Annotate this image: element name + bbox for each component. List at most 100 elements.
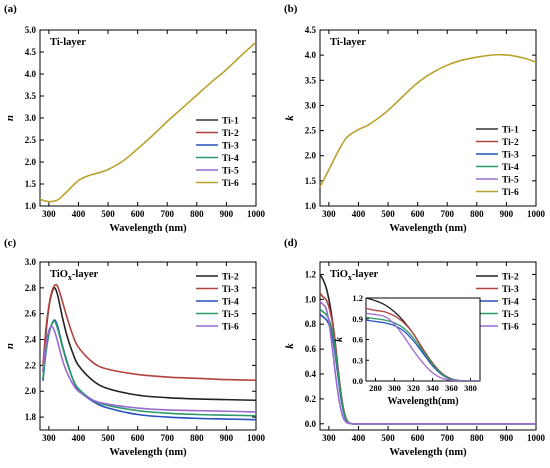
x-axis-label: Wavelength (nm): [109, 223, 187, 234]
y-tick-label: 2.5: [25, 135, 37, 145]
x-tick-label: 900: [220, 433, 234, 443]
inset-y-tick-label: 0.9: [352, 314, 363, 324]
legend-label: Ti-5: [502, 176, 519, 186]
y-tick-label: 2.0: [25, 386, 37, 396]
legend-label: Ti-5: [502, 310, 519, 320]
legend-label: Ti-5: [222, 167, 239, 177]
inset-x-axis-label: Wavelength(nm): [387, 396, 458, 407]
legend-label: Ti-3: [502, 151, 519, 161]
panel-title: Ti-layer: [330, 37, 366, 48]
y-axis-label: k: [284, 343, 296, 349]
x-tick-label: 1000: [527, 209, 546, 219]
legend-label: Ti-3: [222, 285, 239, 295]
y-tick-label: 0.6: [305, 344, 317, 354]
series-line-ti-3: [42, 283, 257, 382]
y-tick-label: 1.5: [25, 179, 37, 189]
series-line-ti-6: [39, 41, 257, 203]
y-tick-label: 3.5: [25, 91, 37, 101]
series-line-ti-6: [319, 53, 537, 188]
x-tick-label: 400: [352, 433, 366, 443]
legend: Ti-1 Ti-2 Ti-3 Ti-4 Ti-5 Ti-6: [196, 117, 239, 189]
x-axis-label: Wavelength (nm): [389, 223, 467, 234]
legend-label: Ti-2: [222, 129, 239, 139]
inset-x-tick-label: 320: [407, 383, 420, 393]
panel-label: (b): [284, 3, 298, 15]
x-axis-label: Wavelength (nm): [389, 447, 467, 458]
y-tick-label: 2.6: [25, 309, 37, 319]
y-tick-label: 0.4: [305, 369, 317, 379]
y-tick-label: 2.2: [25, 360, 37, 370]
panel-title: Ti-layer: [50, 37, 86, 48]
x-tick-label: 500: [101, 209, 115, 219]
x-tick-label: 300: [42, 209, 56, 219]
x-tick-label: 600: [411, 209, 425, 219]
legend-label: Ti-5: [222, 310, 239, 320]
legend-label: Ti-1: [502, 126, 519, 136]
inset-frame: [365, 297, 481, 382]
y-tick-label: 1.5: [305, 176, 317, 186]
legend-label: Ti-4: [502, 298, 519, 308]
legend-label: Ti-6: [502, 323, 519, 333]
x-tick-label: 800: [470, 433, 484, 443]
x-tick-label: 1000: [247, 209, 266, 219]
x-tick-label: 800: [470, 209, 484, 219]
inset-y-tick-label: 1.2: [352, 293, 363, 303]
inset-x-tick-label: 300: [388, 383, 401, 393]
y-axis-label: n: [4, 343, 16, 349]
x-tick-label: 900: [220, 209, 234, 219]
series-line-ti-6: [319, 301, 536, 425]
series-line-ti-6: [42, 325, 257, 413]
legend-label: Ti-3: [222, 142, 239, 152]
legend: Ti-1 Ti-2 Ti-3 Ti-4 Ti-5 Ti-6: [476, 126, 519, 198]
x-tick-label: 600: [411, 433, 425, 443]
y-tick-label: 5.0: [25, 25, 37, 35]
y-tick-label: 2.0: [25, 157, 37, 167]
y-tick-label: 1.2: [305, 269, 317, 279]
x-tick-label: 700: [440, 433, 454, 443]
y-tick-label: 0.2: [305, 394, 317, 404]
y-tick-label: 4.5: [305, 25, 317, 35]
inset-x-tick-label: 360: [445, 383, 458, 393]
y-tick-label: 3.0: [25, 257, 37, 267]
y-tick-label: 2.5: [305, 126, 317, 136]
x-tick-label: 900: [500, 209, 514, 219]
x-tick-label: 700: [160, 433, 174, 443]
inset-y-tick-label: 0.0: [352, 376, 363, 386]
panel-a: (a) 300 400 500 600 700 800 900 1000 1.0 1.5 2.0 2.5…: [4, 3, 266, 234]
x-tick-label: 800: [190, 209, 204, 219]
series-line-ti-4: [42, 319, 257, 421]
x-tick-label: 900: [500, 433, 514, 443]
y-tick-label: 0.0: [305, 419, 317, 429]
inset-x-tick-label: 280: [369, 383, 382, 393]
panel-title: TiOx-layer: [330, 269, 378, 282]
inset-y-axis-label: k: [334, 337, 345, 342]
legend-label: Ti-6: [222, 179, 239, 189]
legend-label: Ti-3: [502, 285, 519, 295]
x-tick-label: 600: [131, 209, 145, 219]
legend-label: Ti-4: [502, 163, 519, 173]
y-tick-label: 1.0: [305, 294, 317, 304]
panel-label: (d): [284, 237, 298, 249]
x-tick-label: 300: [42, 433, 56, 443]
y-axis-label: k: [284, 115, 296, 121]
legend-label: Ti-2: [502, 138, 519, 148]
y-tick-label: 3.5: [305, 75, 317, 85]
panel-b: (b) 300 400 500 600 700 800 900 1000 1.0 1.5 2.0 2.5…: [284, 3, 546, 234]
panel-title: TiOx-layer: [50, 269, 98, 282]
x-axis-label: Wavelength (nm): [109, 447, 187, 458]
y-tick-label: 1.0: [25, 201, 37, 211]
x-tick-label: 300: [322, 209, 336, 219]
panel-d: (d) 300 400 500 600 700 800 900 1000 0.0 0.2 0.4 0.6…: [284, 237, 546, 458]
x-tick-label: 700: [440, 209, 454, 219]
x-tick-label: 400: [72, 433, 86, 443]
inset-x-tick-label: 380: [464, 383, 477, 393]
y-tick-label: 1.0: [305, 201, 317, 211]
panel-label: (a): [4, 3, 17, 15]
y-tick-label: 4.0: [25, 69, 37, 79]
x-tick-label: 600: [131, 433, 145, 443]
panel-label: (c): [4, 237, 17, 249]
x-tick-label: 700: [160, 209, 174, 219]
y-tick-label: 1.8: [25, 412, 37, 422]
legend-label: Ti-4: [222, 154, 239, 164]
